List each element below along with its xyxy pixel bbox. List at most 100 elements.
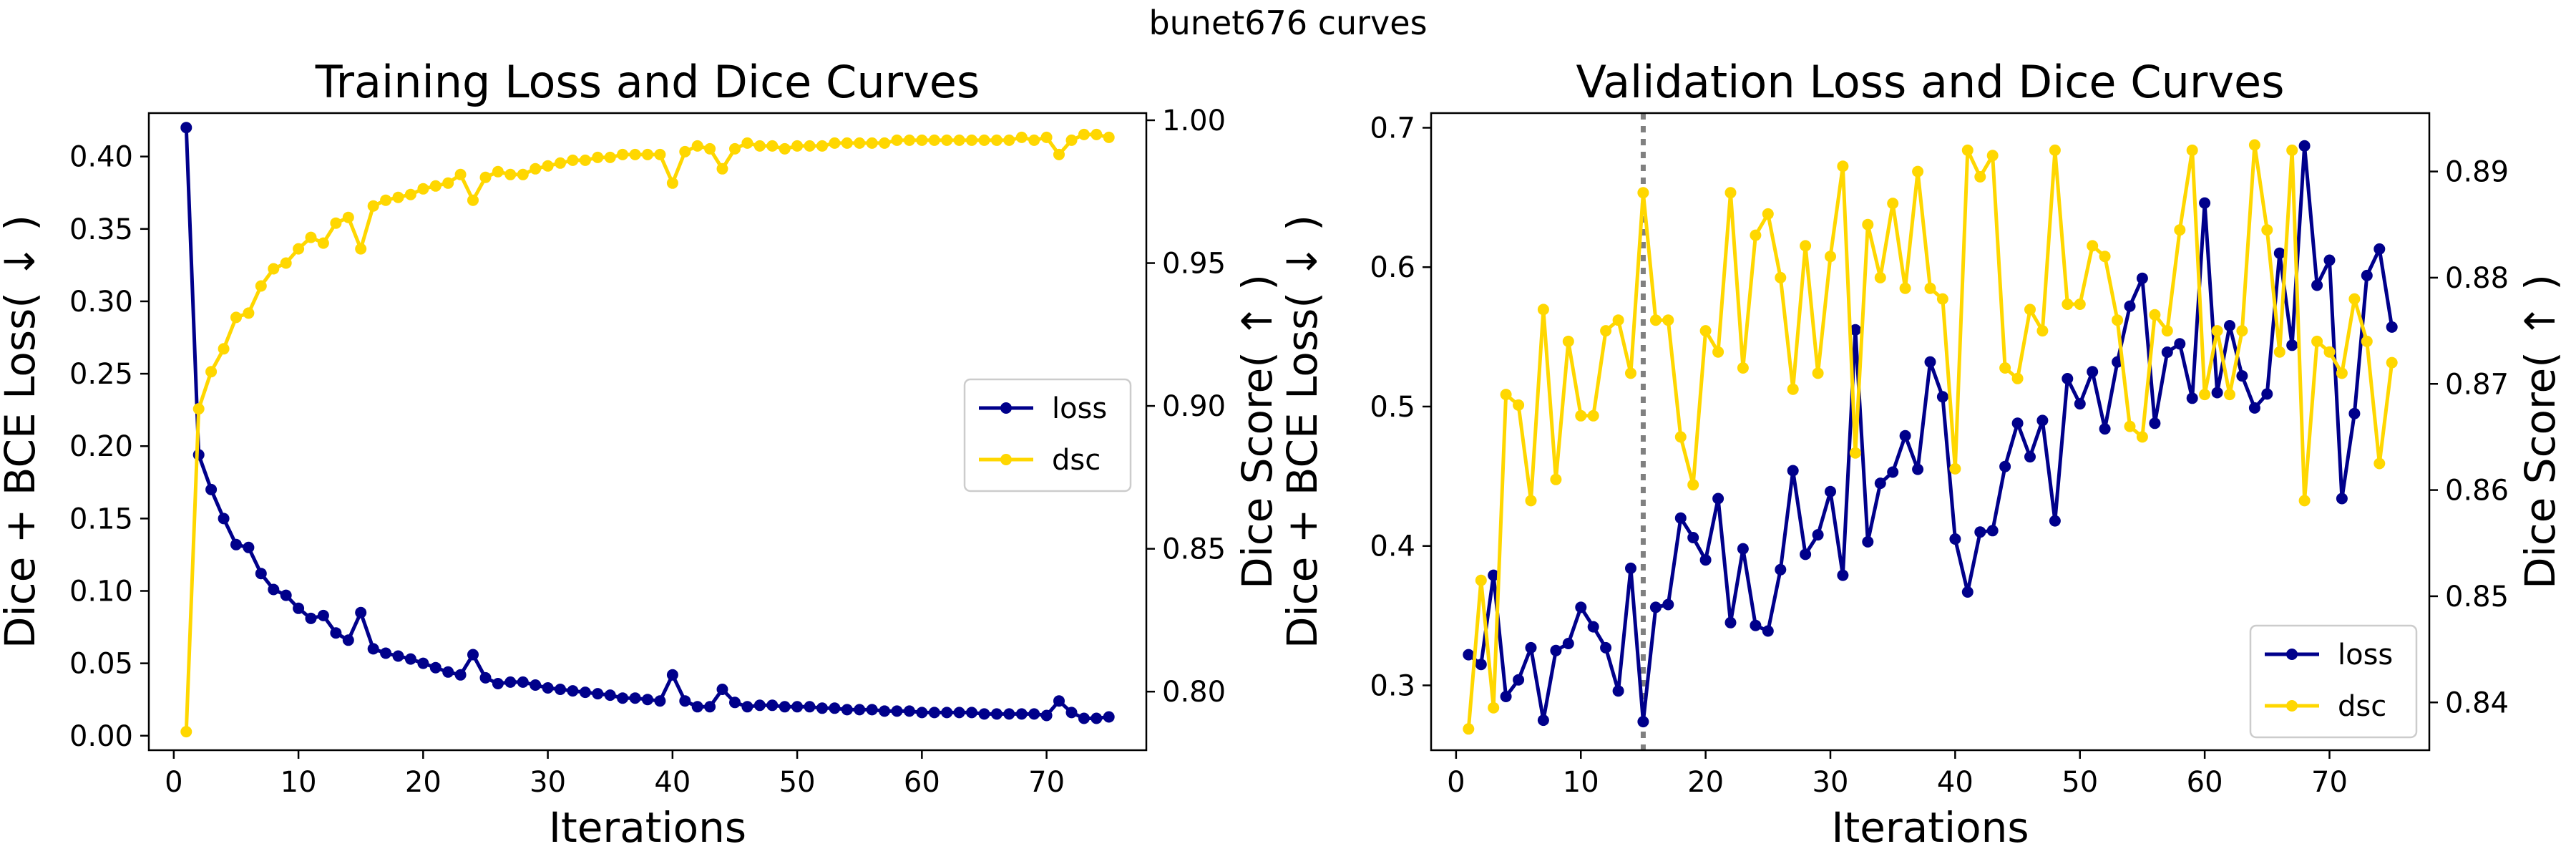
data-point-loss — [766, 699, 779, 712]
legend-label-loss: loss — [2338, 639, 2393, 671]
data-point-loss — [1587, 621, 1599, 633]
data-point-loss — [504, 676, 517, 688]
data-point-dsc — [1513, 399, 1525, 411]
data-point-dsc — [1762, 208, 1774, 220]
data-point-loss — [1887, 466, 1899, 478]
data-point-loss — [2336, 492, 2348, 505]
y-tick-label: 0.3 — [1370, 669, 1415, 702]
x-axis-label: Iterations — [549, 803, 746, 852]
data-point-dsc — [2361, 335, 2373, 347]
data-point-loss — [1028, 708, 1040, 720]
data-point-loss — [342, 634, 354, 646]
data-point-dsc — [1065, 134, 1078, 146]
data-point-dsc — [1537, 304, 1549, 316]
data-point-dsc — [2124, 420, 2136, 432]
data-point-loss — [218, 513, 230, 525]
data-point-dsc — [2336, 367, 2348, 379]
data-point-dsc — [454, 168, 467, 180]
legend-marker-dsc — [2286, 700, 2298, 712]
data-point-dsc — [342, 211, 354, 223]
data-point-dsc — [804, 140, 816, 152]
data-point-loss — [2211, 387, 2223, 399]
data-point-dsc — [317, 237, 329, 249]
plot-frame — [1430, 112, 2431, 752]
y-tick-label: 0.7 — [1370, 112, 1415, 145]
data-point-loss — [355, 606, 367, 618]
data-point-loss — [1924, 356, 1936, 368]
legend: loss dsc — [963, 378, 1132, 492]
data-point-loss — [866, 704, 878, 716]
x-tick-label: 0 — [1447, 766, 1465, 799]
data-point-dsc — [1488, 702, 1500, 714]
chart-title: Validation Loss and Dice Curves — [1576, 56, 2284, 108]
data-point-dsc — [2248, 139, 2260, 151]
y-tick-label: 0.4 — [1370, 530, 1415, 563]
data-point-dsc — [417, 183, 429, 195]
y-tick-label: 0.05 — [69, 648, 133, 681]
data-point-dsc — [2211, 325, 2223, 337]
data-point-loss — [1500, 691, 1512, 702]
data-point-loss — [716, 684, 728, 695]
data-point-loss — [1936, 391, 1948, 403]
validation-chart-panel: Validation Loss and Dice Curves 0 10 20 30 40… — [1278, 56, 2565, 852]
legend-label-loss: loss — [1052, 392, 1107, 425]
data-point-loss — [1699, 554, 1712, 566]
data-point-loss — [1812, 529, 1824, 541]
data-point-dsc — [268, 263, 280, 275]
data-point-dsc — [1587, 409, 1599, 422]
data-point-loss — [1463, 649, 1475, 661]
data-point-loss — [1986, 525, 1999, 537]
data-point-dsc — [654, 148, 666, 160]
x-tick-label: 70 — [2311, 766, 2348, 799]
data-point-loss — [1600, 641, 1612, 654]
data-point-dsc — [1637, 187, 1649, 199]
data-point-loss — [2136, 272, 2148, 284]
data-point-loss — [1762, 625, 1774, 637]
data-point-dsc — [1974, 171, 1986, 183]
data-point-dsc — [1949, 462, 1961, 475]
y2-tick-label: 0.95 — [1162, 248, 1226, 281]
data-point-loss — [479, 671, 492, 684]
data-point-dsc — [941, 134, 953, 146]
data-point-dsc — [530, 162, 542, 175]
data-point-loss — [467, 649, 479, 661]
data-point-loss — [1874, 477, 1886, 490]
data-point-loss — [1750, 619, 1762, 631]
data-point-dsc — [1015, 131, 1028, 143]
data-point-loss — [990, 708, 1002, 720]
data-point-loss — [1078, 712, 1090, 724]
data-point-dsc — [1463, 723, 1475, 735]
data-point-dsc — [990, 134, 1002, 146]
data-point-dsc — [404, 188, 416, 200]
data-point-dsc — [1674, 431, 1687, 443]
legend: loss dsc — [2249, 624, 2418, 739]
y-tick-label: 0.00 — [69, 720, 133, 753]
y2-tick-label: 0.89 — [2445, 156, 2509, 189]
data-point-loss — [2049, 515, 2061, 527]
data-point-dsc — [903, 134, 915, 146]
data-point-loss — [617, 692, 629, 704]
data-point-loss — [2074, 398, 2086, 410]
data-point-loss — [1488, 569, 1500, 581]
data-point-dsc — [1737, 362, 1749, 374]
data-point-dsc — [1649, 314, 1662, 326]
data-point-dsc — [1600, 325, 1612, 337]
plot-frame — [147, 112, 1148, 752]
x-tick-label: 0 — [165, 766, 182, 799]
data-point-dsc — [1999, 362, 2011, 374]
data-point-dsc — [829, 137, 841, 149]
data-point-loss — [317, 609, 329, 621]
data-point-loss — [779, 701, 791, 713]
data-point-dsc — [2323, 346, 2336, 358]
data-point-loss — [2099, 423, 2111, 435]
data-point-loss — [854, 704, 866, 716]
data-point-loss — [704, 701, 716, 713]
x-tick-label: 20 — [1687, 766, 1724, 799]
data-point-loss — [2261, 388, 2273, 400]
data-point-dsc — [716, 162, 728, 175]
data-point-dsc — [841, 137, 853, 149]
data-point-dsc — [642, 148, 653, 160]
data-point-dsc — [779, 142, 791, 155]
data-point-dsc — [392, 191, 404, 203]
data-point-loss — [2373, 243, 2386, 255]
